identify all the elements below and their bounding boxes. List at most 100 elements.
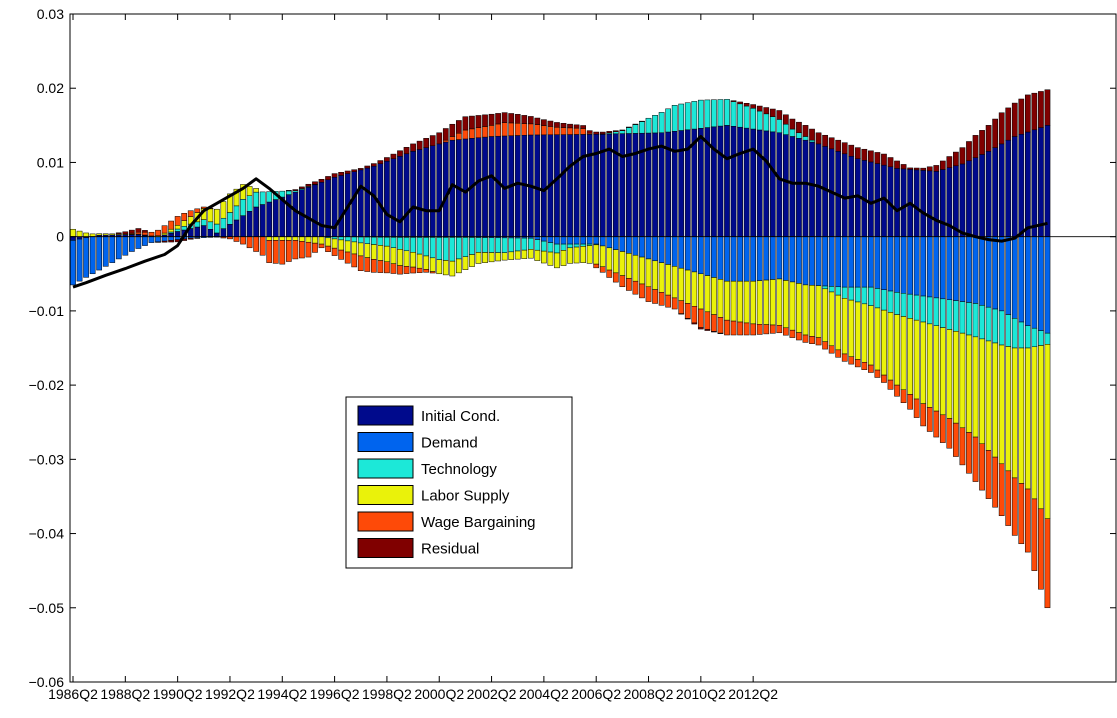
bar-segment-labor-supply <box>639 256 645 285</box>
bar-segment-initial-cond <box>194 226 201 237</box>
bar-segment-wage-bargaining <box>848 356 855 365</box>
bar-segment-initial-cond <box>200 225 207 237</box>
bar-segment-labor-supply <box>815 285 822 338</box>
bar-segment-wage-bargaining <box>410 266 416 274</box>
bar-segment-initial-cond <box>900 168 907 237</box>
bar-segment-demand <box>861 236 868 288</box>
bar-segment-initial-cond <box>743 127 750 237</box>
bar-segment-residual <box>868 150 874 163</box>
line-layer <box>72 135 1048 289</box>
bar-segment-wage-bargaining <box>521 123 528 136</box>
bar-segment-labor-supply <box>854 301 861 360</box>
bar-segment-wage-bargaining <box>711 314 717 332</box>
bar-segment-initial-cond <box>1031 129 1038 237</box>
bar-segment-demand <box>776 236 783 280</box>
bar-segment-labor-supply <box>848 299 855 357</box>
bar-segment-demand <box>115 236 122 260</box>
bar-segment-initial-cond <box>397 156 403 237</box>
bar-segment-labor-supply <box>756 280 763 325</box>
bar-segment-initial-cond <box>403 153 410 237</box>
bar-segment-wage-bargaining <box>593 263 600 269</box>
bar-segment-technology <box>809 139 815 143</box>
bar-segment-wage-bargaining <box>835 349 842 358</box>
bar-segment-residual <box>436 132 443 145</box>
bar-segment-technology <box>390 237 397 248</box>
bar-segment-residual <box>704 329 711 331</box>
bar-segment-residual <box>142 230 148 233</box>
y-tick-label: −0.04 <box>29 526 65 542</box>
bar-segment-residual <box>318 179 325 183</box>
bar-segment-wage-bargaining <box>488 125 495 137</box>
bar-segment-initial-cond <box>1018 133 1025 237</box>
bar-segment-technology <box>456 237 462 260</box>
bar-segment-wage-bargaining <box>148 231 155 237</box>
bar-segment-wage-bargaining <box>272 240 279 264</box>
bar-segment-labor-supply <box>318 236 325 245</box>
bar-segment-technology <box>416 237 423 255</box>
bar-segment-residual <box>691 322 698 325</box>
bar-segment-technology <box>920 295 927 323</box>
bar-segment-technology <box>279 190 286 198</box>
x-tick-label: 2006Q2 <box>571 686 621 702</box>
bar-segment-demand <box>966 236 972 303</box>
bar-segment-labor-supply <box>658 262 665 293</box>
bar-segment-labor-supply <box>763 279 770 325</box>
bar-segment-residual <box>475 115 482 128</box>
bar-segment-wage-bargaining <box>841 353 848 362</box>
legend: Initial Cond. Demand Technology Labor Suppl… <box>345 396 573 569</box>
bar-segment-technology <box>554 243 560 254</box>
bar-segment-technology <box>632 124 639 134</box>
bar-segment-residual <box>560 123 567 128</box>
bar-segment-wage-bargaining <box>874 369 881 378</box>
bar-segment-wage-bargaining <box>809 336 815 344</box>
bar-segment-residual <box>711 331 717 333</box>
bar-segment-residual <box>959 147 966 165</box>
y-tick-label: −0.06 <box>29 674 65 690</box>
bar-segment-labor-supply <box>665 264 671 296</box>
bar-segment-wage-bargaining <box>1024 488 1031 553</box>
bar-segment-labor-supply <box>966 334 972 433</box>
bar-segment-residual <box>115 232 122 235</box>
bar-segment-demand <box>168 236 174 241</box>
bar-segment-labor-supply <box>227 193 233 213</box>
bar-segment-labor-supply <box>220 201 227 219</box>
bar-segment-wage-bargaining <box>233 236 240 242</box>
bar-segment-labor-supply <box>521 249 528 259</box>
bar-segment-labor-supply <box>449 260 456 277</box>
bar-segment-wage-bargaining <box>998 463 1005 517</box>
bar-segment-wage-bargaining <box>933 410 940 438</box>
bar-segment-residual <box>606 131 613 134</box>
bar-segment-demand <box>619 236 626 252</box>
bar-segment-residual <box>1011 102 1018 137</box>
bar-segment-technology <box>691 101 698 130</box>
bar-segment-demand <box>763 236 770 281</box>
bar-segment-residual <box>848 144 855 157</box>
bar-segment-initial-cond <box>390 158 397 237</box>
bar-segment-labor-supply <box>462 256 469 270</box>
bar-segment-technology <box>894 292 900 315</box>
bar-segment-labor-supply <box>612 249 619 274</box>
bar-segment-initial-cond <box>783 134 789 237</box>
bar-segment-wage-bargaining <box>469 128 475 139</box>
bar-segment-technology <box>835 286 842 296</box>
bar-segment-demand <box>724 236 730 282</box>
bar-segment-wage-bargaining <box>763 324 770 335</box>
bar-segment-demand <box>809 236 815 286</box>
bar-segment-initial-cond <box>979 154 985 237</box>
bar-segment-labor-supply <box>868 305 874 366</box>
bar-segment-demand <box>1038 236 1044 331</box>
bar-segment-wage-bargaining <box>887 379 894 390</box>
bar-segment-initial-cond <box>697 128 704 237</box>
bar-segment-wage-bargaining <box>868 364 874 373</box>
bar-segment-labor-supply <box>809 285 815 337</box>
bar-segment-technology <box>737 103 743 128</box>
bar-segment-initial-cond <box>233 219 240 237</box>
bar-segment-wage-bargaining <box>560 127 567 135</box>
bar-segment-initial-cond <box>913 169 920 237</box>
bar-segment-wage-bargaining <box>697 308 704 328</box>
bar-segment-demand <box>887 236 894 292</box>
bar-segment-initial-cond <box>246 211 253 237</box>
bar-segment-initial-cond <box>227 224 233 237</box>
bar-segment-labor-supply <box>939 327 946 416</box>
bar-segment-wage-bargaining <box>900 389 907 403</box>
